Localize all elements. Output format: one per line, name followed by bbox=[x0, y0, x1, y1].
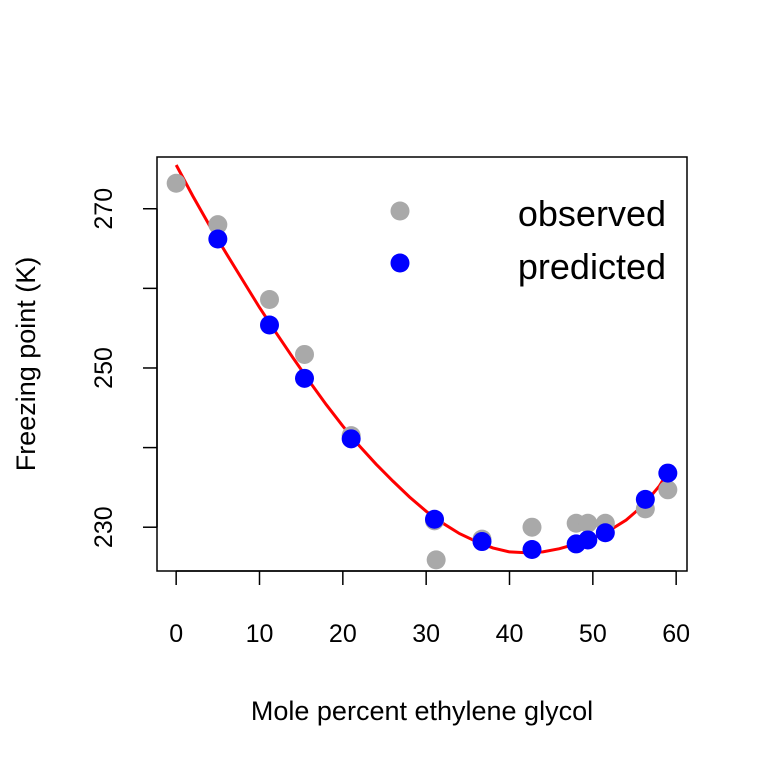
x-tick-label: 40 bbox=[496, 620, 524, 648]
x-tick-label: 20 bbox=[329, 620, 357, 648]
predicted-point bbox=[425, 509, 444, 529]
predicted-point bbox=[595, 523, 615, 543]
y-axis: 230 250 270 bbox=[90, 188, 158, 548]
observed-point bbox=[426, 550, 446, 570]
observed-point bbox=[208, 215, 228, 235]
y-axis-title: Freezing point (K) bbox=[11, 257, 41, 472]
x-tick-label: 0 bbox=[169, 620, 183, 648]
predicted-points bbox=[208, 229, 678, 560]
y-tick-label: 230 bbox=[90, 506, 118, 548]
predicted-point bbox=[208, 229, 228, 249]
legend-marker-observed bbox=[390, 201, 410, 221]
observed-point bbox=[295, 344, 314, 364]
legend-label-observed: observed bbox=[518, 193, 666, 234]
x-axis: 0 10 20 30 40 50 60 bbox=[169, 570, 690, 648]
legend: observed predicted bbox=[390, 193, 666, 287]
observed-point bbox=[166, 173, 186, 193]
x-tick-label: 60 bbox=[662, 620, 690, 648]
predicted-point bbox=[295, 368, 314, 388]
x-tick-label: 10 bbox=[246, 620, 274, 648]
predicted-point bbox=[260, 315, 279, 335]
x-tick-label: 50 bbox=[579, 620, 607, 648]
observed-point bbox=[260, 290, 279, 310]
y-tick-label: 250 bbox=[90, 347, 118, 389]
predicted-point bbox=[522, 540, 542, 560]
observed-point bbox=[522, 517, 542, 537]
legend-label-predicted: predicted bbox=[518, 246, 666, 287]
x-axis-title: Mole percent ethylene glycol bbox=[251, 696, 593, 726]
legend-marker-predicted bbox=[390, 253, 410, 273]
x-tick-label: 30 bbox=[412, 620, 440, 648]
predicted-point bbox=[635, 489, 655, 509]
predicted-point bbox=[472, 532, 492, 552]
observed-point bbox=[578, 513, 598, 533]
predicted-point bbox=[578, 530, 598, 550]
predicted-point bbox=[658, 463, 678, 483]
y-tick-label: 270 bbox=[90, 188, 118, 230]
predicted-point bbox=[341, 429, 361, 449]
observed-point bbox=[658, 480, 678, 500]
